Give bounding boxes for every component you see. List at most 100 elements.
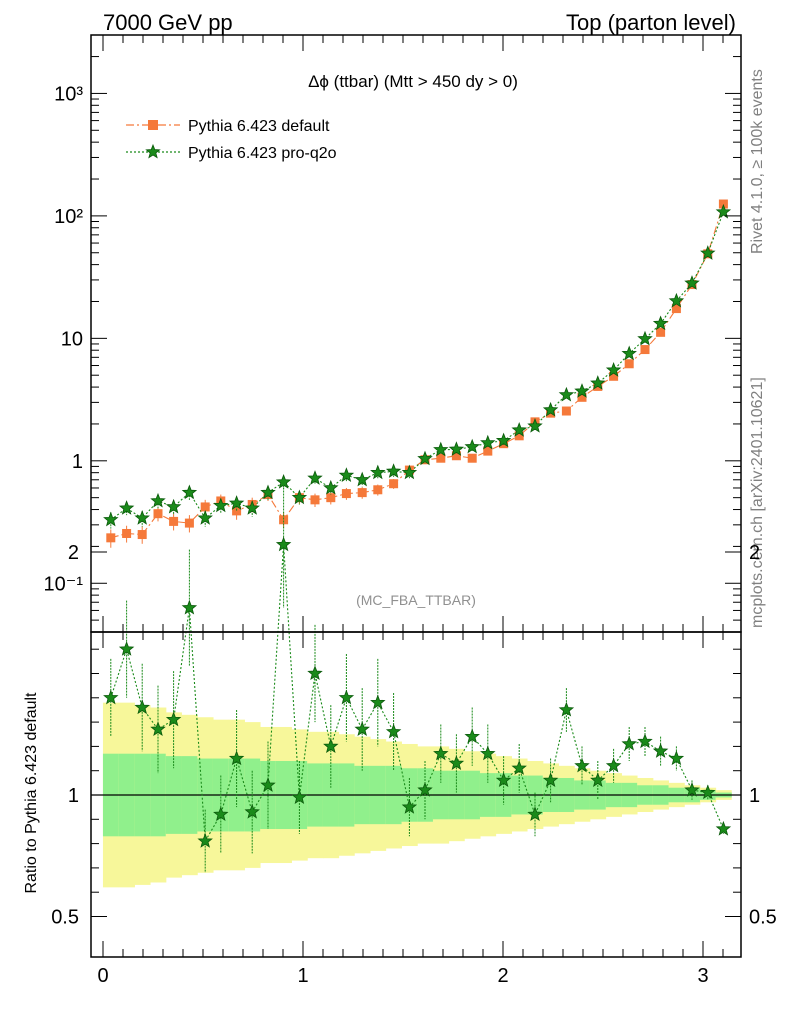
main-panel: 10⁻¹ 1 10 10² 10³ Δϕ (ttbar) (Mtt > 450 dy >…	[44, 34, 742, 633]
point-proq2o	[323, 479, 339, 495]
ratio-point-proq2o	[527, 806, 543, 821]
point-default	[153, 509, 163, 519]
ratio-point-proq2o	[652, 743, 669, 758]
main-ytick-label: 10⁻¹	[44, 573, 84, 595]
point-default	[640, 345, 650, 355]
series-line-default	[110, 203, 724, 539]
point-default	[122, 528, 132, 538]
point-proq2o	[401, 464, 418, 480]
point-proq2o	[527, 418, 543, 433]
point-proq2o	[590, 375, 606, 390]
point-proq2o	[197, 510, 213, 525]
point-proq2o	[495, 432, 512, 448]
ratio-point-proq2o	[637, 733, 653, 749]
main-ytick-label: 10	[61, 328, 83, 350]
legend-entry-default: Pythia 6.423 default	[126, 118, 330, 135]
ratio-point-proq2o	[480, 745, 496, 761]
xtick-label: 2	[497, 965, 508, 987]
main-ytick-label: 10²	[54, 206, 83, 228]
point-default	[483, 446, 493, 456]
xtick-label: 3	[697, 965, 708, 987]
ratio-point-proq2o	[165, 711, 182, 727]
point-proq2o	[433, 441, 449, 457]
point-default	[561, 406, 571, 416]
point-default	[169, 516, 179, 526]
point-proq2o	[652, 315, 669, 331]
ratio-point-proq2o	[103, 689, 119, 705]
point-default	[609, 371, 619, 381]
ratio-point-proq2o	[464, 728, 480, 744]
ratio-point-proq2o	[197, 833, 213, 848]
point-proq2o	[181, 484, 198, 500]
ratio-panel: 0.5 0.5 1 1 2 2 0 1 2 3 Ratio to Pythia 6.423 def…	[23, 481, 777, 987]
point-default	[514, 431, 524, 441]
point-proq2o	[307, 470, 323, 485]
point-proq2o	[260, 484, 276, 500]
ratio-point-proq2o	[401, 799, 418, 814]
ratio-point-proq2o	[558, 701, 575, 717]
ratio-point-proq2o	[605, 757, 622, 773]
ratio-point-proq2o	[134, 699, 150, 715]
ratio-point-proq2o	[433, 745, 449, 761]
ratio-point-proq2o	[150, 721, 166, 736]
ratio-point-proq2o	[684, 782, 700, 797]
point-proq2o	[134, 510, 150, 525]
point-proq2o	[542, 401, 559, 417]
rivet-label: Rivet 4.1.0, ≥ 100k events	[749, 69, 766, 254]
ratio-ylabel: Ratio to Pythia 6.423 default	[23, 692, 40, 894]
point-default	[279, 515, 289, 525]
ratio-point-proq2o	[118, 641, 135, 656]
point-proq2o	[228, 495, 245, 510]
point-default	[200, 502, 210, 512]
point-default	[326, 493, 336, 503]
ratio-point-proq2o	[495, 772, 512, 787]
ratio-point-proq2o	[370, 694, 386, 710]
point-proq2o	[684, 275, 700, 290]
point-proq2o	[574, 383, 590, 398]
ratio-point-proq2o	[621, 735, 637, 751]
series-line-proq2o	[110, 211, 724, 521]
ratio-point-proq2o	[448, 755, 465, 770]
ratio-point-proq2o	[668, 750, 685, 766]
main-ytick-label: 1	[72, 451, 83, 473]
ratio-ytick-label: 1	[68, 785, 79, 807]
ratio-point-proq2o	[511, 760, 527, 775]
point-proq2o	[605, 362, 622, 377]
ratio-point-proq2o	[228, 750, 245, 766]
ratio-point-proq2o	[181, 599, 198, 615]
legend-label-default: Pythia 6.423 default	[188, 118, 330, 135]
main-title: Δϕ (ttbar) (Mtt > 450 dy > 0)	[308, 72, 518, 91]
point-default	[357, 488, 367, 498]
analysis-tag: (MC_FBA_TTBAR)	[356, 592, 476, 608]
point-proq2o	[165, 498, 182, 514]
ratio-ytick-label-right: 0.5	[749, 907, 777, 929]
point-default	[232, 506, 242, 516]
point-default	[106, 533, 116, 543]
point-proq2o	[448, 441, 465, 456]
point-default	[451, 451, 461, 461]
ratio-point-proq2o	[213, 806, 229, 821]
ratio-ytick-label-right: 2	[749, 542, 760, 564]
ratio-ytick-label: 2	[68, 542, 79, 564]
point-proq2o	[150, 492, 166, 508]
point-default	[624, 359, 634, 369]
legend-marker-proq2o	[145, 143, 161, 159]
ratio-point-proq2o	[275, 536, 292, 552]
ratio-point-proq2o	[291, 789, 308, 804]
point-default	[436, 453, 446, 463]
ratio-point-proq2o	[574, 757, 590, 773]
legend-entry-proq2o: Pythia 6.423 pro-q2o	[126, 143, 337, 162]
xtick-label: 0	[97, 965, 108, 987]
ratio-point-proq2o	[244, 803, 260, 819]
mcplots-label: mcplots.cern.ch [arXiv:2401.10621]	[749, 377, 766, 628]
point-proq2o	[621, 345, 637, 361]
point-proq2o	[700, 245, 716, 260]
ratio-point-proq2o	[700, 784, 716, 800]
point-default	[656, 327, 666, 337]
ratio-point-proq2o	[385, 723, 402, 739]
point-default	[373, 485, 383, 495]
ratio-point-proq2o	[307, 665, 323, 681]
point-proq2o	[118, 500, 135, 515]
point-default	[577, 392, 587, 402]
